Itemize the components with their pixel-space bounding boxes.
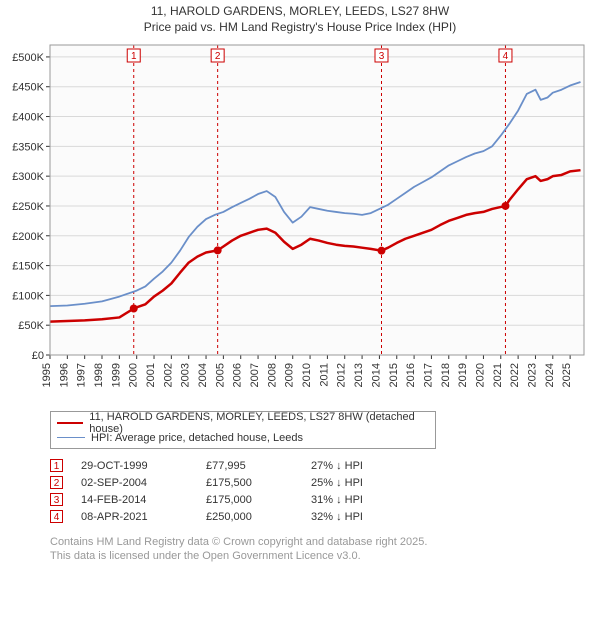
event-diff: 25% ↓ HPI [311,474,411,491]
event-diff: 31% ↓ HPI [311,491,411,508]
svg-text:1996: 1996 [58,363,70,387]
svg-text:2007: 2007 [249,363,261,387]
event-marker: 3 [50,493,63,506]
svg-text:1997: 1997 [76,363,88,387]
svg-text:2014: 2014 [370,363,382,387]
event-price: £175,500 [206,474,311,491]
svg-text:1998: 1998 [93,363,105,387]
event-price: £175,000 [206,491,311,508]
svg-text:£0: £0 [32,350,44,362]
svg-text:£400K: £400K [12,112,44,124]
svg-text:2010: 2010 [301,363,313,387]
legend-swatch [57,422,83,424]
event-price: £77,995 [206,457,311,474]
attribution-footer: Contains HM Land Registry data © Crown c… [50,535,600,564]
svg-text:1999: 1999 [110,363,122,387]
svg-text:2005: 2005 [214,363,226,387]
event-marker: 1 [50,459,63,472]
event-date: 08-APR-2021 [81,508,206,525]
legend-item: 11, HAROLD GARDENS, MORLEY, LEEDS, LS27 … [57,415,429,430]
event-date: 14-FEB-2014 [81,491,206,508]
svg-text:2015: 2015 [388,363,400,387]
svg-text:2016: 2016 [405,363,417,387]
title-line2: Price paid vs. HM Land Registry's House … [144,20,456,34]
svg-text:2021: 2021 [492,363,504,387]
svg-text:2019: 2019 [457,363,469,387]
legend: 11, HAROLD GARDENS, MORLEY, LEEDS, LS27 … [50,411,436,449]
title-line1: 11, HAROLD GARDENS, MORLEY, LEEDS, LS27 … [151,4,449,18]
svg-text:2000: 2000 [128,363,140,387]
event-date: 29-OCT-1999 [81,457,206,474]
event-diff: 27% ↓ HPI [311,457,411,474]
svg-text:£100K: £100K [12,291,44,303]
svg-text:1995: 1995 [41,363,53,387]
events-table: 1 29-OCT-1999£77,99527% ↓ HPI 2 02-SEP-2004… [50,457,600,525]
event-row: 2 02-SEP-2004£175,50025% ↓ HPI [50,474,411,491]
event-row: 4 08-APR-2021£250,00032% ↓ HPI [50,508,411,525]
svg-text:£200K: £200K [12,231,44,243]
chart-area: £0 £50K £100K £150K £200K £250K £300K £350K £400… [0,35,600,405]
svg-text:2024: 2024 [544,363,556,387]
legend-label: HPI: Average price, detached house, Leed… [91,432,303,444]
svg-text:2004: 2004 [197,363,209,387]
event-row: 1 29-OCT-1999£77,99527% ↓ HPI [50,457,411,474]
event-marker: 4 [50,510,63,523]
footer-line1: Contains HM Land Registry data © Crown c… [50,536,427,548]
svg-text:2002: 2002 [162,363,174,387]
svg-text:£350K: £350K [12,142,44,154]
svg-text:2020: 2020 [474,363,486,387]
event-diff: 32% ↓ HPI [311,508,411,525]
svg-text:2006: 2006 [232,363,244,387]
svg-text:2017: 2017 [422,363,434,387]
chart-title: 11, HAROLD GARDENS, MORLEY, LEEDS, LS27 … [0,0,600,35]
svg-text:2018: 2018 [440,363,452,387]
svg-text:£500K: £500K [12,52,44,64]
svg-text:2009: 2009 [284,363,296,387]
svg-text:2013: 2013 [353,363,365,387]
event-price: £250,000 [206,508,311,525]
event-date: 02-SEP-2004 [81,474,206,491]
svg-text:£250K: £250K [12,201,44,213]
svg-text:2023: 2023 [526,363,538,387]
line-chart: £0 £50K £100K £150K £200K £250K £300K £350K £400… [0,35,600,405]
svg-text:£300K: £300K [12,171,44,183]
svg-text:2001: 2001 [145,363,157,387]
svg-text:£50K: £50K [18,320,44,332]
svg-text:2011: 2011 [318,363,330,387]
svg-text:£450K: £450K [12,82,44,94]
svg-text:2012: 2012 [336,363,348,387]
svg-text:2: 2 [215,51,221,62]
event-marker: 2 [50,476,63,489]
svg-text:2003: 2003 [180,363,192,387]
svg-text:2008: 2008 [266,363,278,387]
svg-text:3: 3 [379,51,385,62]
footer-line2: This data is licensed under the Open Gov… [50,550,361,562]
event-row: 3 14-FEB-2014£175,00031% ↓ HPI [50,491,411,508]
svg-text:4: 4 [503,51,509,62]
svg-text:2022: 2022 [509,363,521,387]
svg-text:2025: 2025 [561,363,573,387]
svg-text:1: 1 [131,51,137,62]
legend-swatch [57,437,85,438]
svg-text:£150K: £150K [12,261,44,273]
